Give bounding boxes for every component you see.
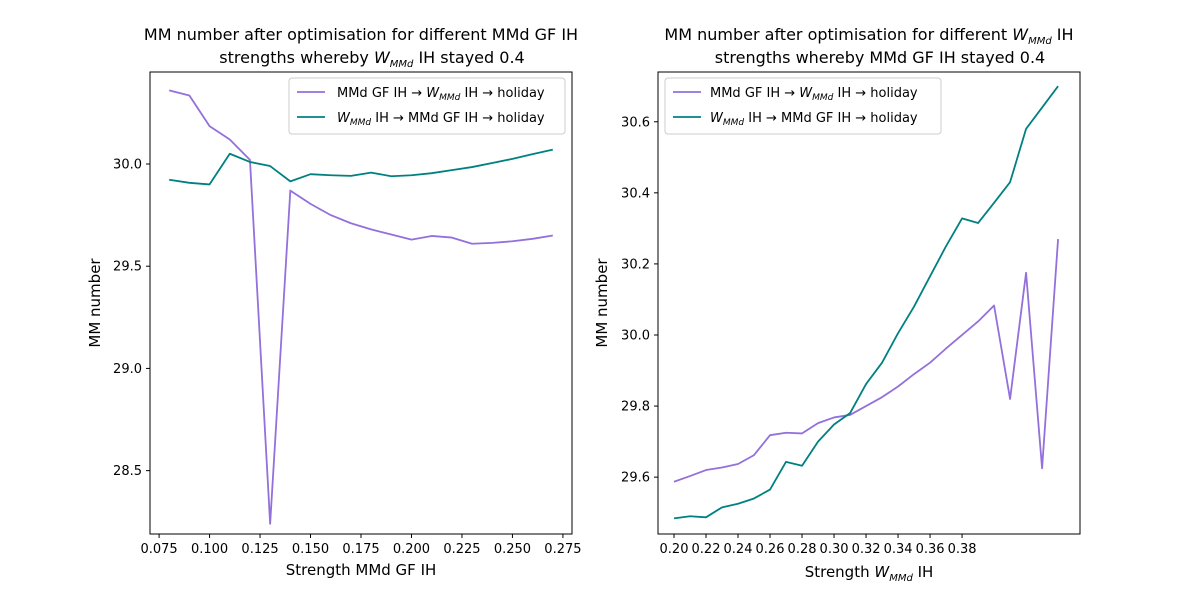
right-chart-title-line-1: MM number after optimisation for differe… — [664, 25, 1073, 47]
right-chart-legend: MMd GF IH → WMMd IH → holiday WMMd IH → … — [664, 77, 942, 135]
left-chart-y-axis-label: MM number — [86, 258, 104, 348]
left-x-tick-label: 0.075 — [140, 542, 177, 557]
left-y-tick-label: 28.5 — [113, 464, 142, 479]
left-y-tick-label: 30.0 — [113, 157, 142, 172]
right-x-tick-label: 0.32 — [852, 542, 881, 557]
left-chart-title-line-2: strengths whereby WMMd IH stayed 0.4 — [219, 48, 524, 70]
right-y-tick-label: 30.2 — [621, 257, 650, 272]
right-x-tick-label: 0.28 — [788, 542, 817, 557]
left-x-tick-label: 0.175 — [342, 542, 379, 557]
left-series-line-teal — [169, 148, 554, 186]
right-y-tick-label: 30.6 — [621, 115, 650, 130]
left-chart-plot-area: 0.075 0.100 0.125 0.150 0.175 0.200 0.225 0.250… — [113, 71, 582, 557]
right-x-tick-label: 0.26 — [756, 542, 785, 557]
left-legend-box — [288, 77, 566, 135]
right-chart-plot-area: 0.20 0.22 0.24 0.26 0.28 0.30 0.32 0.34 0.36 0.38… — [621, 71, 1081, 557]
left-y-tick-label: 29.0 — [113, 362, 142, 377]
left-x-tick-label: 0.200 — [393, 542, 430, 557]
right-chart-x-axis-label: Strength WMMd IH — [805, 563, 934, 584]
left-legend-label-1: MMd GF IH → WMMd IH → holiday — [337, 86, 545, 103]
right-series-line-purple — [673, 238, 1059, 483]
right-x-tick-label: 0.22 — [692, 542, 721, 557]
right-y-tick-label: 30.4 — [621, 186, 650, 201]
left-legend-label-2: WMMd IH → MMd GF IH → holiday — [337, 111, 545, 128]
left-x-tick-label: 0.125 — [241, 542, 278, 557]
right-x-tick-label: 0.34 — [884, 542, 913, 557]
right-x-tick-label: 0.20 — [660, 542, 689, 557]
left-chart: MM number after optimisation for differe… — [86, 25, 582, 579]
left-y-tick-label: 29.5 — [113, 260, 142, 275]
right-y-tick-label: 29.8 — [621, 400, 650, 415]
right-series-line-teal — [673, 85, 1059, 520]
left-x-tick-label: 0.250 — [494, 542, 531, 557]
right-y-tick-label: 30.0 — [621, 328, 650, 343]
left-x-tick-label: 0.150 — [292, 542, 329, 557]
right-x-tick-label: 0.36 — [916, 542, 945, 557]
right-chart-title-line-2: strengths whereby MMd GF IH stayed 0.4 — [715, 48, 1045, 67]
right-legend-label-2: WMMd IH → MMd GF IH → holiday — [710, 111, 918, 128]
left-chart-title-line-1: MM number after optimisation for differe… — [144, 25, 578, 44]
right-legend-label-1: MMd GF IH → WMMd IH → holiday — [710, 86, 918, 103]
left-chart-legend: MMd GF IH → WMMd IH → holiday WMMd IH → … — [288, 77, 566, 135]
left-x-tick-label: 0.275 — [544, 542, 581, 557]
left-x-tick-label: 0.100 — [191, 542, 228, 557]
right-y-tick-label: 29.6 — [621, 471, 650, 486]
left-series-line-purple — [168, 89, 553, 525]
right-x-tick-label: 0.24 — [724, 542, 753, 557]
left-x-tick-label: 0.225 — [443, 542, 480, 557]
right-chart-axes-frame — [657, 71, 1081, 535]
right-chart-y-axis-label: MM number — [593, 258, 611, 348]
right-x-tick-label: 0.30 — [820, 542, 849, 557]
right-x-tick-label: 0.38 — [948, 542, 977, 557]
right-legend-box — [664, 77, 942, 135]
left-chart-x-axis-label: Strength MMd GF IH — [286, 561, 437, 579]
